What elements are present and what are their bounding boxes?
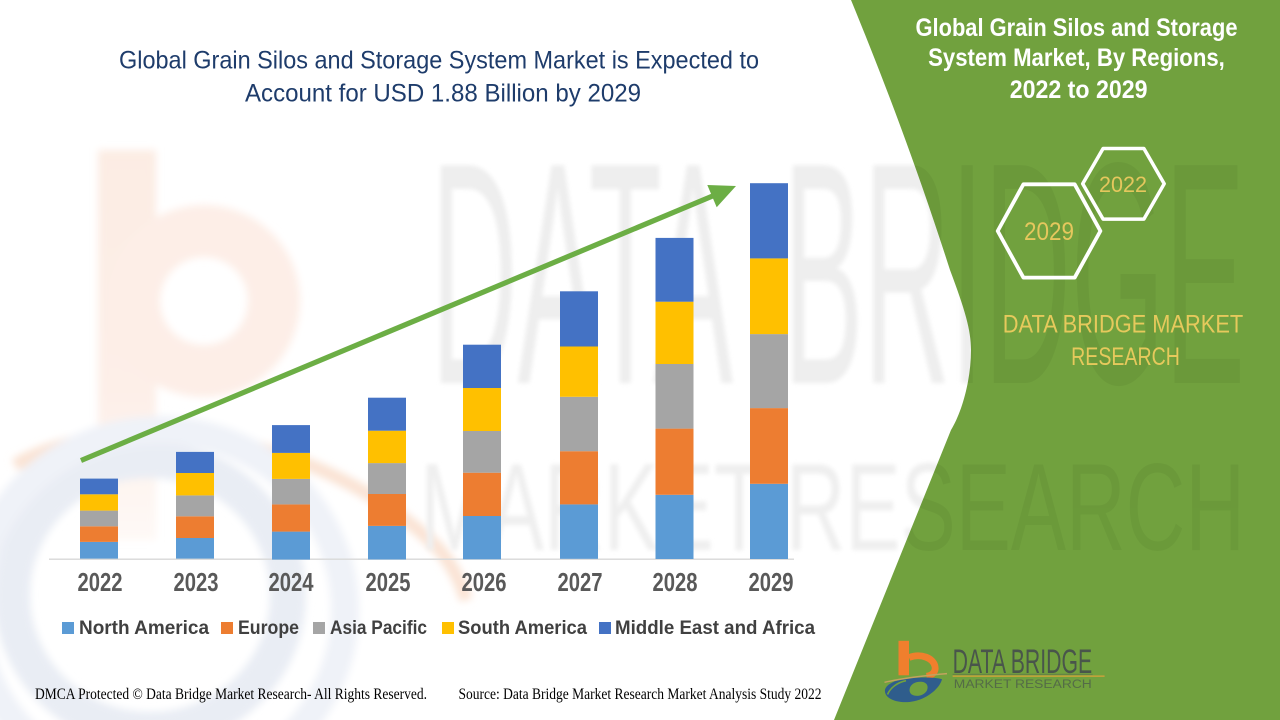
svg-text:RESEARCH: RESEARCH: [1071, 343, 1180, 371]
svg-text:2028: 2028: [653, 567, 698, 597]
svg-text:2024: 2024: [269, 567, 314, 597]
svg-text:MARKET RESEARCH: MARKET RESEARCH: [954, 678, 1092, 691]
svg-text:North America: North America: [79, 618, 209, 639]
svg-text:2029: 2029: [749, 567, 794, 597]
svg-text:Europe: Europe: [238, 618, 299, 639]
svg-text:2026: 2026: [462, 567, 507, 597]
svg-text:Middle East and Africa: Middle East and Africa: [615, 618, 815, 639]
svg-text:2029: 2029: [1024, 218, 1074, 246]
svg-text:DATA BRIDGE MARKET: DATA BRIDGE MARKET: [1003, 311, 1244, 339]
svg-text:2022: 2022: [1099, 172, 1147, 197]
svg-text:DMCA Protected © Data Bridge M: DMCA Protected © Data Bridge Market Rese…: [35, 686, 427, 703]
svg-text:Source: Data Bridge Market Res: Source: Data Bridge Market Research Mark…: [459, 686, 822, 703]
svg-text:Account for USD 1.88 Billion b: Account for USD 1.88 Billion by 2029: [245, 79, 641, 107]
svg-text:2023: 2023: [174, 567, 219, 597]
svg-text:Global Grain Silos and Storage: Global Grain Silos and Storage System Ma…: [119, 47, 759, 75]
svg-text:2027: 2027: [558, 567, 603, 597]
svg-text:Global Grain Silos and Storage: Global Grain Silos and Storage: [916, 14, 1238, 42]
svg-text:South America: South America: [458, 618, 587, 639]
svg-text:2022 to 2029: 2022 to 2029: [1010, 76, 1148, 104]
svg-text:2025: 2025: [366, 567, 411, 597]
svg-text:2022: 2022: [78, 567, 123, 597]
svg-text:System Market, By Regions,: System Market, By Regions,: [928, 44, 1225, 72]
svg-text:Asia Pacific: Asia Pacific: [330, 618, 427, 639]
